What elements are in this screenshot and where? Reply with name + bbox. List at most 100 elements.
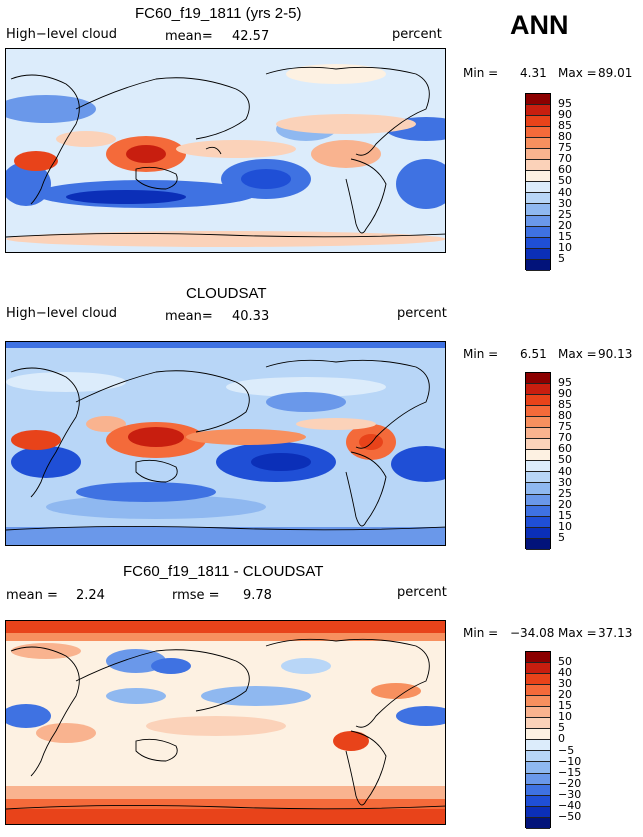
- colorbar-tick-label: 5: [558, 721, 565, 735]
- colorbar-tick-label: −15: [558, 765, 582, 779]
- panel2-units: percent: [397, 306, 447, 321]
- panel3-colorbar: [525, 651, 551, 829]
- colorbar-tick-label: 70: [558, 431, 572, 445]
- colorbar-cell: [526, 472, 550, 484]
- panel1-min-value: 4.31: [520, 66, 547, 80]
- colorbar-tick-label: 60: [558, 442, 572, 456]
- colorbar-cell: [526, 395, 550, 407]
- panel1-min-label: Min =: [463, 66, 499, 80]
- colorbar-cell: [526, 215, 550, 227]
- panel3-map-svg: [6, 621, 445, 824]
- colorbar-cell: [526, 138, 550, 150]
- colorbar-cell: [526, 751, 550, 763]
- panel2-mean-label: mean=: [165, 309, 213, 324]
- colorbar-cell: [526, 674, 550, 686]
- panel2-colorbar: [525, 372, 551, 550]
- colorbar-cell: [526, 406, 550, 418]
- colorbar-tick-label: 10: [558, 240, 572, 254]
- colorbar-tick-label: 60: [558, 163, 572, 177]
- colorbar-cell: [526, 718, 550, 730]
- panel3-min-value: −34.08: [510, 626, 555, 640]
- colorbar-tick-label: 20: [558, 688, 572, 702]
- colorbar-tick-label: −20: [558, 776, 582, 790]
- colorbar-tick-label: 10: [558, 710, 572, 724]
- colorbar-cell: [526, 538, 550, 550]
- colorbar-cell: [526, 707, 550, 719]
- panel2-map-svg: [6, 342, 445, 545]
- colorbar-cell: [526, 182, 550, 194]
- colorbar-cell: [526, 773, 550, 785]
- colorbar-cell: [526, 127, 550, 139]
- colorbar-cell: [526, 160, 550, 172]
- colorbar-tick-label: 15: [558, 229, 572, 243]
- colorbar-tick-label: 50: [558, 655, 572, 669]
- colorbar-tick-label: 40: [558, 185, 572, 199]
- panel3-title: FC60_f19_1811 - CLOUDSAT: [123, 563, 324, 580]
- colorbar-cell: [526, 817, 550, 829]
- colorbar-cell: [526, 193, 550, 205]
- colorbar-tick-label: 85: [558, 398, 572, 412]
- colorbar-cell: [526, 505, 550, 517]
- season-label: ANN: [510, 10, 569, 40]
- colorbar-cell: [526, 259, 550, 271]
- panel3-rmse-label: rmse =: [172, 588, 220, 603]
- colorbar-tick-label: 0: [558, 732, 565, 746]
- colorbar-tick-label: 10: [558, 519, 572, 533]
- panel2-min-value: 6.51: [520, 347, 547, 361]
- colorbar-tick-label: 75: [558, 420, 572, 434]
- colorbar-cell: [526, 450, 550, 462]
- colorbar-tick-label: 20: [558, 218, 572, 232]
- colorbar-tick-label: −50: [558, 809, 582, 823]
- colorbar-cell: [526, 204, 550, 216]
- colorbar-cell: [526, 652, 550, 664]
- colorbar-tick-label: 25: [558, 207, 572, 221]
- colorbar-tick-label: 70: [558, 152, 572, 166]
- colorbar-cell: [526, 373, 550, 385]
- panel1-max-label: Max =: [558, 66, 597, 80]
- colorbar-tick-label: 30: [558, 196, 572, 210]
- panel1-mean-value: 42.57: [232, 29, 270, 44]
- panel1-mean-label: mean=: [165, 29, 213, 44]
- colorbar-tick-label: 40: [558, 666, 572, 680]
- colorbar-cell: [526, 237, 550, 249]
- panel2-mean-value: 40.33: [232, 309, 270, 324]
- colorbar-tick-label: −5: [558, 743, 575, 757]
- colorbar-tick-label: 40: [558, 464, 572, 478]
- colorbar-tick-label: 30: [558, 475, 572, 489]
- colorbar-cell: [526, 516, 550, 528]
- colorbar-cell: [526, 171, 550, 183]
- panel3-map: [5, 620, 446, 825]
- colorbar-tick-label: 80: [558, 409, 572, 423]
- panel3-units: percent: [397, 585, 447, 600]
- colorbar-tick-label: 30: [558, 677, 572, 691]
- colorbar-cell: [526, 384, 550, 396]
- colorbar-cell: [526, 417, 550, 429]
- colorbar-cell: [526, 116, 550, 128]
- colorbar-cell: [526, 696, 550, 708]
- colorbar-cell: [526, 762, 550, 774]
- panel3-mean-label: mean =: [6, 588, 58, 603]
- colorbar-cell: [526, 461, 550, 473]
- colorbar-tick-label: 90: [558, 387, 572, 401]
- panel1-map: [5, 48, 446, 253]
- colorbar-tick-label: 90: [558, 108, 572, 122]
- colorbar-tick-label: 5: [558, 251, 565, 265]
- colorbar-cell: [526, 685, 550, 697]
- colorbar-tick-label: 20: [558, 497, 572, 511]
- colorbar-cell: [526, 784, 550, 796]
- colorbar-cell: [526, 806, 550, 818]
- colorbar-tick-label: 95: [558, 376, 572, 390]
- panel2-min-label: Min =: [463, 347, 499, 361]
- colorbar-tick-label: 15: [558, 508, 572, 522]
- colorbar-cell: [526, 226, 550, 238]
- colorbar-tick-label: 25: [558, 486, 572, 500]
- panel2-title: CLOUDSAT: [186, 285, 267, 302]
- colorbar-cell: [526, 248, 550, 260]
- colorbar-tick-label: 50: [558, 453, 572, 467]
- colorbar-cell: [526, 428, 550, 440]
- panel2-max-label: Max =: [558, 347, 597, 361]
- colorbar-cell: [526, 527, 550, 539]
- colorbar-cell: [526, 439, 550, 451]
- colorbar-tick-label: 5: [558, 530, 565, 544]
- colorbar-tick-label: −40: [558, 798, 582, 812]
